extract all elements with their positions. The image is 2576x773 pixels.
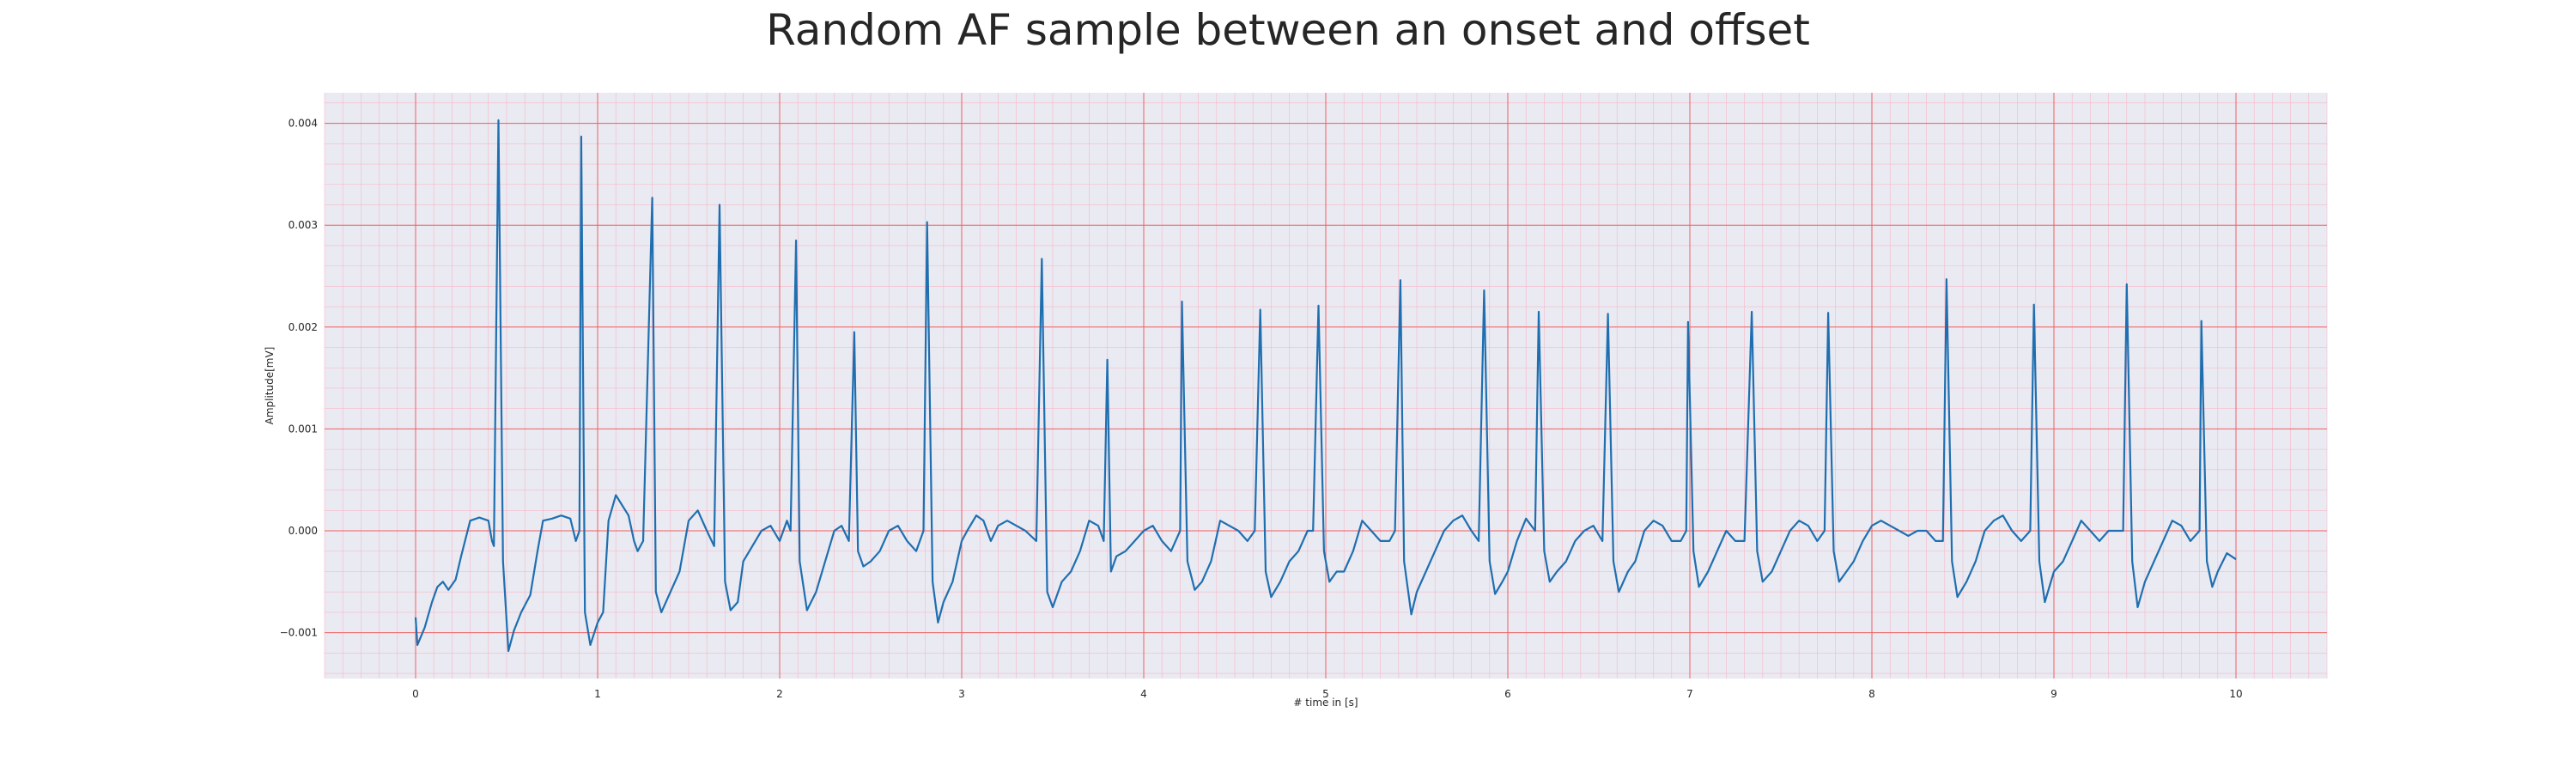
x-tick-label: 2 (776, 688, 783, 700)
x-tick-label: 3 (958, 688, 965, 700)
y-axis-ticks: −0.001 0.000 0.001 0.002 0.003 0.004 (280, 118, 318, 639)
x-tick-label: 4 (1140, 688, 1147, 700)
x-tick-label: 9 (2050, 688, 2057, 700)
y-tick-label: 0.002 (289, 321, 318, 333)
y-tick-label: 0.003 (289, 219, 318, 231)
x-tick-label: 8 (1868, 688, 1875, 700)
y-tick-label: −0.001 (280, 627, 318, 639)
ecg-signal-line (414, 119, 2237, 653)
x-tick-label: 5 (1322, 688, 1329, 700)
chart-title: Random AF sample between an onset and of… (766, 5, 1810, 55)
x-axis-ticks: 0 1 2 3 4 5 6 7 8 9 10 (412, 688, 2242, 700)
x-tick-label: 1 (594, 688, 601, 700)
x-tick-label: 0 (412, 688, 419, 700)
x-axis-label: # time in [s] (1293, 697, 1358, 709)
y-axis-label: Amplitude[mV] (264, 347, 276, 425)
y-tick-label: 0.000 (289, 525, 318, 537)
y-tick-label: 0.001 (289, 423, 318, 435)
x-tick-label: 7 (1686, 688, 1693, 700)
major-grid (325, 93, 2327, 679)
x-tick-label: 6 (1504, 688, 1511, 700)
x-tick-label: 10 (2229, 688, 2242, 700)
y-tick-label: 0.004 (289, 118, 318, 130)
